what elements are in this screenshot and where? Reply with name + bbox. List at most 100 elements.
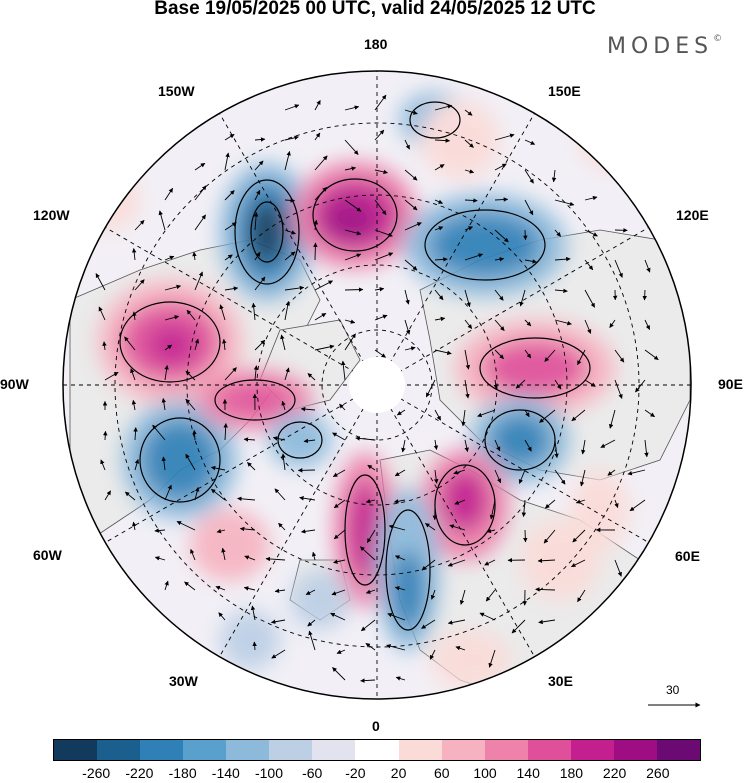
lon-label-0: 0 — [372, 718, 380, 734]
colorbar-tick-label: -140 — [211, 765, 240, 781]
wind-vector — [359, 546, 376, 561]
wind-vector — [614, 349, 625, 363]
colorbar-tick-label: 180 — [559, 765, 584, 781]
wind-vector — [311, 551, 317, 561]
colorbar-cell — [484, 740, 528, 760]
wind-vector — [479, 612, 496, 621]
wind-vector — [404, 169, 418, 181]
wind-vector — [164, 580, 169, 591]
wind-vector — [254, 276, 266, 291]
wind-vector — [404, 109, 418, 115]
wind-vector — [314, 132, 321, 141]
wind-vector — [132, 311, 137, 321]
anomaly-region — [429, 213, 541, 277]
wind-vector — [394, 469, 406, 477]
colorbar-cell — [398, 740, 442, 760]
wind-vector — [252, 641, 257, 651]
wind-vector — [494, 289, 504, 301]
wind-vector — [434, 409, 441, 421]
wind-vector — [523, 229, 528, 241]
wind-vector — [254, 137, 266, 142]
colorbar-cell — [54, 740, 98, 760]
wind-vector — [194, 162, 206, 171]
wind-vector — [608, 409, 616, 429]
anomaly-region — [190, 509, 270, 581]
wind-vector — [305, 589, 316, 595]
wind-vector — [404, 259, 418, 271]
wind-vector — [584, 229, 598, 237]
wind-vector — [344, 199, 362, 212]
wind-vector — [644, 409, 655, 418]
anomaly-region — [520, 520, 600, 600]
wind-vector — [210, 465, 226, 471]
wind-vector — [494, 133, 515, 141]
map-title: Base 19/05/2025 00 UTC, valid 24/05/2025… — [154, 0, 596, 19]
wind-vector — [464, 226, 474, 231]
wind-vector — [164, 315, 180, 321]
wind-vector — [215, 585, 226, 591]
wind-vector — [404, 222, 422, 231]
wind-vector — [299, 496, 316, 501]
wind-vector — [494, 257, 505, 262]
anomaly-region — [420, 100, 500, 180]
wind-vector — [194, 214, 206, 231]
wind-vector — [374, 94, 387, 111]
wind-vector — [607, 469, 616, 476]
wind-vector — [434, 349, 452, 355]
wind-vector — [434, 257, 448, 262]
wind-vector — [434, 164, 445, 171]
wind-vector — [535, 587, 556, 592]
copyright-mark: © — [713, 33, 723, 44]
wind-vector — [518, 469, 526, 484]
wind-vector — [281, 453, 286, 471]
anomaly-region — [148, 325, 196, 365]
wind-vector — [584, 259, 594, 271]
wind-vector — [464, 379, 470, 399]
wind-vector — [429, 649, 436, 660]
wind-vector — [164, 284, 182, 291]
wind-vector — [254, 189, 261, 201]
lon-label-150w: 150W — [158, 83, 195, 99]
reference-vector-label: 30 — [666, 683, 680, 697]
wind-vector — [274, 588, 286, 594]
wind-vector — [253, 365, 259, 381]
wind-vector — [314, 155, 328, 171]
wind-vector — [570, 559, 586, 568]
wind-vector — [176, 520, 196, 531]
wind-vector — [280, 334, 286, 351]
wind-vector — [554, 288, 568, 294]
lon-label-60e: 60E — [675, 548, 700, 564]
wind-vector — [314, 313, 327, 321]
wind-vector — [494, 469, 502, 484]
wind-vector — [164, 364, 169, 381]
wind-vector — [164, 255, 175, 261]
wind-vector — [341, 360, 346, 381]
wind-vector — [224, 152, 230, 171]
wind-vector — [515, 379, 526, 389]
wind-vector — [333, 559, 346, 564]
colorbar-tick-label: -180 — [168, 765, 197, 781]
wind-vector — [224, 367, 237, 381]
wind-vector — [253, 212, 259, 231]
wind-vector — [614, 379, 623, 399]
colorbar-tick-label: -60 — [302, 765, 323, 781]
wind-vector — [284, 104, 300, 111]
wind-vector — [158, 210, 166, 231]
wind-vector — [511, 619, 526, 634]
wind-vector — [404, 199, 418, 211]
colorbar-tick-label: 220 — [602, 765, 627, 781]
wind-vector — [461, 409, 466, 427]
wind-vector — [584, 195, 598, 201]
lon-label-60w: 60W — [33, 547, 62, 563]
wind-vector — [210, 488, 226, 501]
wind-vector — [374, 287, 385, 292]
wind-vector — [134, 458, 140, 471]
wind-vector — [572, 529, 586, 543]
wind-vector — [584, 319, 592, 334]
wind-vector — [464, 169, 475, 174]
wind-vector — [194, 271, 203, 291]
wind-vector — [194, 185, 207, 201]
wind-vector — [271, 649, 286, 659]
wind-vector — [243, 586, 256, 591]
wind-vector — [386, 644, 406, 651]
